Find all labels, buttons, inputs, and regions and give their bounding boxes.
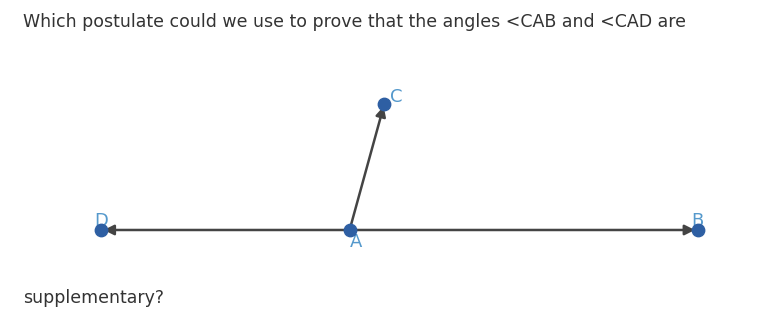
Text: B: B [691,212,704,230]
Point [95,227,107,232]
Point [343,227,355,232]
Text: A: A [349,232,362,250]
Text: Which postulate could we use to prove that the angles <CAB and <CAD are: Which postulate could we use to prove th… [23,13,687,31]
Text: D: D [94,212,108,230]
Text: supplementary?: supplementary? [23,289,164,307]
Point [691,227,704,232]
Point [378,101,391,106]
Text: C: C [390,88,402,106]
